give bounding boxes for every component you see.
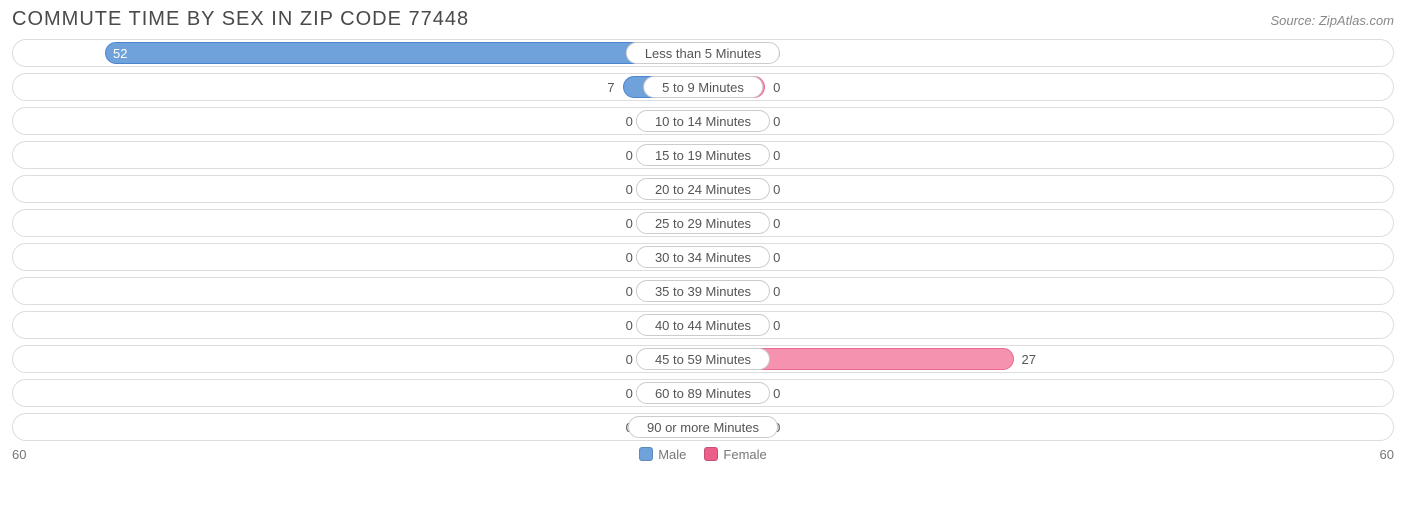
chart-row: 0035 to 39 Minutes [12, 277, 1394, 305]
chart-row: 0010 to 14 Minutes [12, 107, 1394, 135]
category-label: Less than 5 Minutes [626, 42, 780, 64]
chart-source: Source: ZipAtlas.com [1270, 13, 1394, 28]
chart-row: 0090 or more Minutes [12, 413, 1394, 441]
category-label: 90 or more Minutes [628, 416, 778, 438]
chart-title: COMMUTE TIME BY SEX IN ZIP CODE 77448 [12, 8, 469, 31]
commute-chart: COMMUTE TIME BY SEX IN ZIP CODE 77448 So… [0, 0, 1406, 470]
male-bar [105, 42, 703, 64]
category-label: 40 to 44 Minutes [636, 314, 770, 336]
chart-row: 0020 to 24 Minutes [12, 175, 1394, 203]
chart-row: 0015 to 19 Minutes [12, 141, 1394, 169]
axis-left-max: 60 [12, 447, 26, 462]
male-value: 7 [599, 74, 622, 100]
male-value: 52 [105, 40, 135, 66]
chart-row: 02745 to 59 Minutes [12, 345, 1394, 373]
chart-header: COMMUTE TIME BY SEX IN ZIP CODE 77448 So… [12, 8, 1394, 31]
category-label: 45 to 59 Minutes [636, 348, 770, 370]
category-label: 60 to 89 Minutes [636, 382, 770, 404]
chart-footer: 60 Male Female 60 [12, 447, 1394, 462]
chart-legend: Male Female [639, 447, 767, 462]
legend-swatch [639, 447, 653, 461]
female-value: 0 [765, 74, 788, 100]
female-value: 27 [1014, 346, 1044, 372]
chart-row: 0040 to 44 Minutes [12, 311, 1394, 339]
category-label: 10 to 14 Minutes [636, 110, 770, 132]
category-label: 30 to 34 Minutes [636, 246, 770, 268]
chart-row: 0060 to 89 Minutes [12, 379, 1394, 407]
legend-item: Male [639, 447, 686, 462]
legend-item: Female [704, 447, 766, 462]
axis-right-max: 60 [1380, 447, 1394, 462]
chart-row: 0025 to 29 Minutes [12, 209, 1394, 237]
category-label: 20 to 24 Minutes [636, 178, 770, 200]
category-label: 25 to 29 Minutes [636, 212, 770, 234]
category-label: 35 to 39 Minutes [636, 280, 770, 302]
chart-rows: 520Less than 5 Minutes 7 05 to 9 Minutes 00… [12, 39, 1394, 441]
chart-row: 0030 to 34 Minutes [12, 243, 1394, 271]
category-label: 15 to 19 Minutes [636, 144, 770, 166]
category-label: 5 to 9 Minutes [643, 76, 763, 98]
legend-label: Female [723, 447, 766, 462]
legend-swatch [704, 447, 718, 461]
chart-row: 520Less than 5 Minutes [12, 39, 1394, 67]
chart-row: 7 05 to 9 Minutes [12, 73, 1394, 101]
legend-label: Male [658, 447, 686, 462]
